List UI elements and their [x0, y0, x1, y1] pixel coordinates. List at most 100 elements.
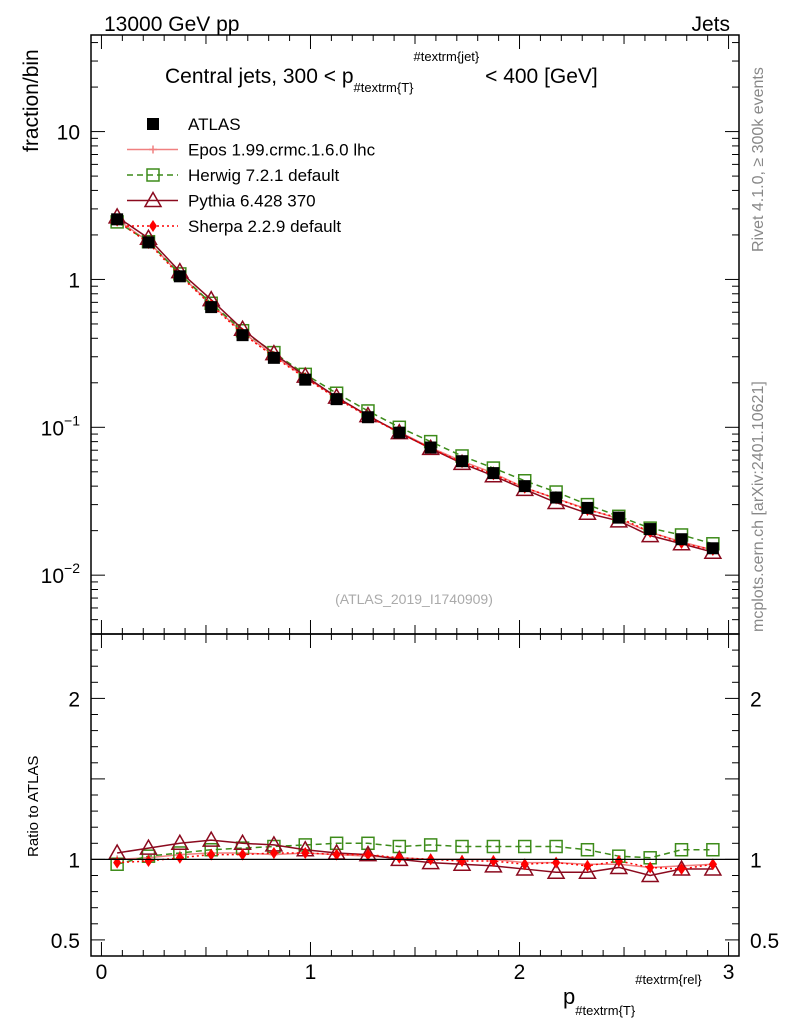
- ratio-point-sherpa: [395, 851, 404, 864]
- header-right: Jets: [691, 13, 730, 36]
- ratio-point-sherpa: [238, 848, 247, 861]
- y-tick-label: 10−1: [41, 412, 81, 440]
- legend-marker-atlas: [147, 118, 159, 130]
- ratio-point-herwig: [706, 842, 720, 857]
- ratio-point-sherpa: [583, 859, 592, 872]
- data-point-atlas: [299, 373, 312, 386]
- data-point-atlas: [644, 523, 657, 536]
- ratio-y-tick-label-right: 1: [750, 849, 762, 872]
- series-pythia: [107, 207, 723, 559]
- x-axis-label-main: p: [563, 984, 575, 1009]
- ratio-point-sherpa: [332, 848, 341, 861]
- rivet-version-label: Rivet 4.1.0, ≥ 300k events: [750, 67, 767, 252]
- ratio-point-pythia: [452, 854, 472, 871]
- data-point-atlas: [142, 236, 155, 249]
- ratio-y-tick-label: 1: [68, 849, 80, 872]
- legend-item-pythia: Pythia 6.428 370: [127, 190, 316, 211]
- x-tick-label: 1: [305, 961, 317, 984]
- ratio-line-epos: [117, 852, 713, 869]
- ratio-point-sherpa: [301, 846, 310, 859]
- legend-item-sherpa: Sherpa 2.2.9 default: [127, 217, 341, 236]
- x-tick-label: 0: [96, 961, 108, 984]
- ratio-point-sherpa: [614, 855, 623, 868]
- data-point-atlas: [487, 467, 500, 480]
- legend-marker-sherpa: [149, 220, 157, 232]
- data-point-atlas: [330, 393, 343, 406]
- ratio-point-pythia: [201, 830, 221, 847]
- legend-item-atlas: ATLAS: [147, 115, 241, 134]
- ratio-y-tick-label-right: 2: [750, 688, 762, 711]
- ratio-y-tick-label-right: 0.5: [750, 930, 779, 953]
- legend-marker-epos: [149, 145, 157, 154]
- legend-label-epos: Epos 1.99.crmc.1.6.0 lhc: [188, 141, 376, 160]
- data-point-atlas: [111, 213, 124, 226]
- data-point-atlas: [612, 511, 625, 524]
- ratio-point-sherpa: [175, 851, 184, 864]
- series-sherpa: [113, 214, 717, 556]
- plot-title: Central jets, 300 < p#textrm{T} #textrm{j…: [165, 49, 598, 95]
- ratio-panel-frame: [90, 633, 740, 957]
- ratio-series-epos: [113, 848, 717, 872]
- data-point-atlas: [205, 301, 218, 314]
- x-tick-label: 3: [723, 961, 735, 984]
- ratio-point-pythia: [578, 862, 597, 880]
- ratio-point-sherpa: [458, 855, 467, 868]
- ratio-point-sherpa: [207, 848, 216, 861]
- data-point-atlas: [236, 329, 249, 342]
- ratio-point-pythia: [703, 859, 723, 876]
- data-point-atlas: [518, 480, 531, 493]
- analysis-watermark: (ATLAS_2019_I1740909): [335, 591, 493, 607]
- ratio-point-sherpa: [520, 858, 529, 871]
- ratio-point-pythia: [546, 862, 566, 880]
- ratio-point-pythia: [170, 833, 190, 851]
- y-tick-label: 10: [57, 122, 80, 145]
- ratio-y-axis-label: Ratio to ATLAS: [25, 756, 42, 857]
- legend-label-atlas: ATLAS: [188, 115, 241, 134]
- ratio-point-pythia: [515, 859, 535, 876]
- plot-title-sup: #textrm{jet}: [414, 49, 480, 64]
- ratio-point-herwig: [423, 838, 438, 852]
- series-line-herwig: [116, 221, 714, 545]
- ratio-point-pythia: [484, 856, 503, 873]
- data-point-atlas: [173, 270, 186, 283]
- header-left: 13000 GeV pp: [104, 13, 239, 36]
- legend-item-herwig: Herwig 7.2.1 default: [127, 166, 339, 185]
- ratio-point-herwig: [517, 839, 532, 854]
- legend-label-sherpa: Sherpa 2.2.9 default: [188, 217, 341, 236]
- series-atlas: [111, 213, 719, 555]
- mcplots-label: mcplots.cern.ch [arXiv:2401.10621]: [750, 381, 767, 632]
- ratio-point-sherpa: [646, 861, 655, 874]
- ratio-point-sherpa: [677, 863, 686, 876]
- ratio-point-herwig: [486, 839, 501, 854]
- y-tick-label: 10−2: [41, 560, 81, 588]
- ratio-point-herwig: [580, 842, 595, 857]
- legend-label-pythia: Pythia 6.428 370: [188, 192, 316, 211]
- ratio-line-herwig: [116, 842, 713, 865]
- series-epos: [113, 215, 717, 554]
- y-axis-label: fraction/bin: [20, 49, 43, 152]
- ratio-y-tick-label: 0.5: [51, 930, 80, 953]
- data-point-atlas: [424, 441, 437, 454]
- ratio-point-herwig: [549, 839, 563, 854]
- data-point-atlas: [706, 542, 719, 555]
- data-point-atlas: [393, 426, 406, 439]
- legend-label-herwig: Herwig 7.2.1 default: [188, 166, 339, 185]
- series-line-pythia: [116, 216, 714, 553]
- ratio-point-sherpa: [489, 855, 498, 868]
- ratio-y-tick-label: 2: [68, 688, 80, 711]
- plot-title-sub: #textrm{T}: [354, 80, 415, 95]
- series-line-sherpa: [116, 219, 714, 551]
- data-point-atlas: [675, 533, 688, 546]
- series-herwig: [110, 215, 720, 551]
- data-point-atlas: [581, 501, 594, 514]
- ratio-point-sherpa: [144, 855, 153, 868]
- x-axis-label: p#textrm{T} #textrm{rel}: [563, 972, 702, 1018]
- legend-marker-pythia: [143, 190, 163, 208]
- ratio-point-sherpa: [269, 846, 278, 859]
- data-point-atlas: [550, 491, 563, 504]
- x-tick-label: 2: [514, 961, 526, 984]
- y-tick-label: 1: [68, 269, 80, 292]
- plot-title-rest: < 400 [GeV]: [479, 65, 598, 88]
- legend-marker-herwig: [146, 168, 160, 182]
